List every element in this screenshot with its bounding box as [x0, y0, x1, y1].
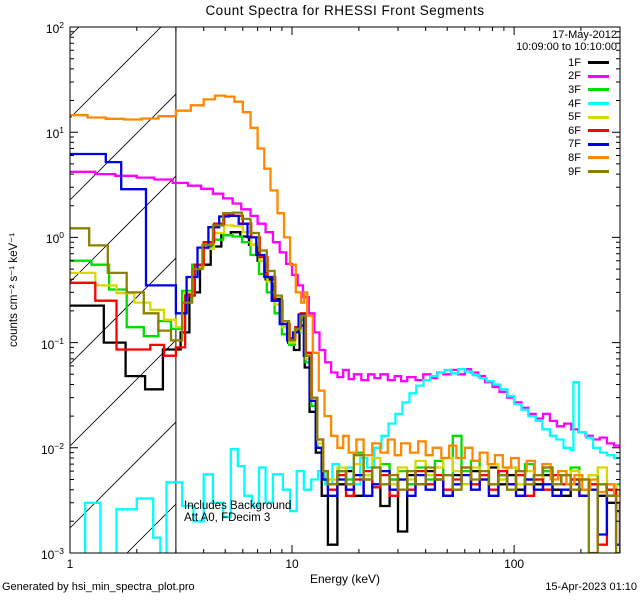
x-tick-label: 100 [504, 557, 525, 571]
footer-generator-label: Generated by hsi_min_spectra_plot.pro [2, 581, 195, 593]
legend-label: 3F [568, 83, 581, 96]
legend-color-swatch [588, 129, 609, 133]
series-curve-5F [70, 224, 620, 491]
legend-row-5F: 5F [556, 110, 609, 124]
legend-color-swatch [588, 88, 609, 92]
annotation-attenuator-state: Att A0, FDecim 3 [184, 512, 271, 524]
legend-label: 2F [568, 70, 581, 83]
legend-row-8F: 8F [556, 151, 609, 165]
time-range-label: 10:09:00 to 10:10:00 [516, 41, 617, 53]
legend-label: 8F [568, 151, 581, 164]
legend-color-swatch [588, 170, 609, 174]
legend-label: 6F [568, 124, 581, 137]
legend-color-swatch [588, 102, 609, 106]
legend-row-2F: 2F [556, 70, 609, 84]
series-curve-2F [70, 170, 620, 448]
legend-row-3F: 3F [556, 83, 609, 97]
legend-row-6F: 6F [556, 124, 609, 138]
legend-label: 7F [568, 138, 581, 151]
series-curve-3F [70, 234, 620, 491]
y-tick-label: 101 [45, 125, 64, 142]
series-curve-9F [70, 211, 620, 553]
plot-frame [69, 26, 621, 554]
page-title: Count Spectra for RHESSI Front Segments [205, 3, 485, 18]
annotation-includes-background: Includes Background [184, 500, 292, 512]
y-tick-label: 10−2 [40, 440, 64, 457]
legend-row-1F: 1F [556, 56, 609, 70]
legend-label: 5F [568, 111, 581, 124]
x-axis-label: Energy (keV) [309, 572, 381, 586]
date-label: 17-May-2012 [552, 29, 617, 41]
legend-color-swatch [588, 61, 609, 65]
legend-color-swatch [588, 115, 609, 119]
legend-color-swatch [588, 142, 609, 146]
y-axis-label: counts cm⁻² s⁻¹ keV⁻¹ [8, 232, 20, 348]
series-curves [70, 94, 620, 553]
legend-row-4F: 4F [556, 97, 609, 111]
legend: 1F 2F 3F 4F 5F 6F 7F 8F 9F [556, 56, 609, 178]
legend-color-swatch [588, 156, 609, 160]
y-tick-label: 100 [45, 230, 64, 247]
legend-label: 1F [568, 56, 581, 69]
footer-timestamp: 15-Apr-2023 01:10 [545, 581, 637, 593]
x-tick-label: 10 [285, 557, 299, 571]
series-curve-4F [83, 367, 620, 553]
legend-label: 4F [568, 97, 581, 110]
legend-color-swatch [588, 74, 609, 78]
legend-row-7F: 7F [556, 138, 609, 152]
legend-label: 9F [568, 165, 581, 178]
y-tick-label: 10−3 [40, 546, 64, 562]
series-curve-6F [70, 213, 620, 546]
x-tick-label: 1 [66, 557, 74, 571]
series-curve-8F [70, 94, 620, 497]
y-tick-label: 102 [45, 20, 64, 36]
y-tick-label: 10−1 [40, 335, 64, 352]
legend-row-9F: 9F [556, 165, 609, 179]
series-curve-7F [70, 152, 620, 546]
